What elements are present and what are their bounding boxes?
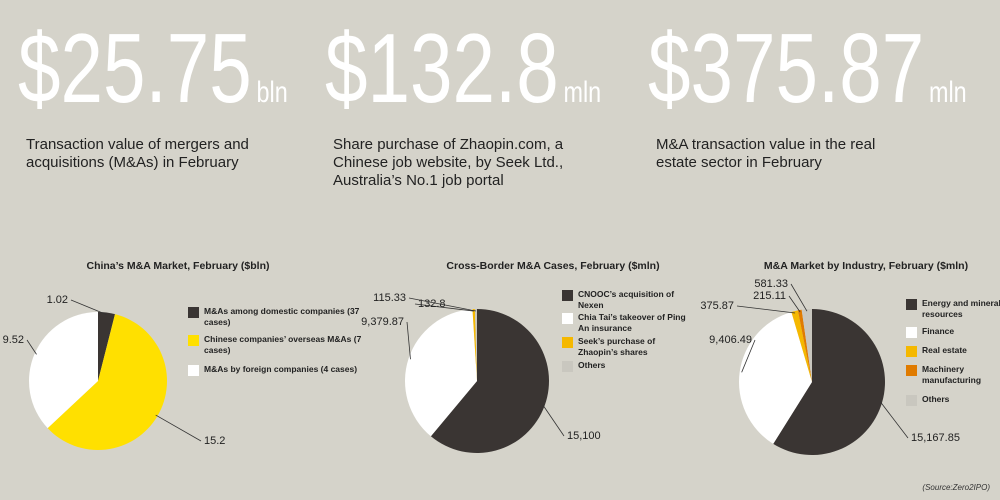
chart-title: China’s M&A Market, February ($bln) [86,260,269,272]
pie-slice [474,309,477,381]
pie-slice [28,312,99,429]
leader-line [879,401,909,439]
pie-slice [430,309,549,453]
source: (Source:Zero2IPO) [922,483,990,492]
legend-label: M&As by foreign companies (4 cases) [204,364,358,374]
legend-swatch [906,346,917,357]
stat-description: Transaction value of mergers and acquisi… [26,136,249,171]
legend-label: Finance [922,326,955,336]
legend-swatch [906,365,917,376]
legend-label: Seek’s purchase of Zhaopin’s shares [578,336,656,357]
stat-unit: mln [563,76,602,109]
value-label: 581.33 [754,278,788,290]
leader-line [26,339,37,355]
pie-slice [405,309,477,437]
legend-label: M&As among domestic companies (37 cases) [204,306,360,327]
legend-swatch [906,299,917,310]
legend-swatch [188,365,199,376]
legend-label: Chia Tai’s takeover of Ping An insurance [578,312,686,333]
value-label: 375.87 [700,300,734,312]
legend-swatch [562,313,573,324]
stat-description: Share purchase of Zhaopin.com, a Chinese… [333,136,564,189]
stat-description: M&A transaction value in the real estate… [656,136,876,171]
stat-figure: $25.75 bln [18,18,288,148]
leader-line [414,303,474,312]
value-label: 9,379.87 [361,316,404,328]
stat-unit: mln [928,76,967,109]
legend-swatch [188,335,199,346]
legend-swatch [188,307,199,318]
stat: $25.75 bln Transaction value of mergers a… [18,18,364,171]
pie-slice [791,310,812,382]
leader-line [406,321,411,360]
leader-line [741,339,756,373]
stat-figure: $132.8 mln [325,18,601,148]
legend-label: Energy and mineral resources [922,298,1000,319]
pie-slice [801,309,812,382]
value-label: 15.2 [204,435,225,447]
legend-swatch [906,327,917,338]
leader-line [790,283,808,312]
value-label: 15,100 [567,430,601,442]
legend-label: Chinese companies’ overseas M&As (7 case… [204,334,362,355]
legend-label: Real estate [922,345,967,355]
value-label: 215.11 [753,290,786,302]
pie-slice [472,309,477,381]
pie-slice [47,314,167,450]
leader-line [542,404,565,437]
value-label: 1.02 [47,294,68,306]
value-label: 9.52 [3,334,24,346]
pie-slice [797,309,812,382]
stat-value: $375.87 [648,13,925,123]
pie-slice [738,311,812,444]
legend-swatch [906,395,917,406]
leader-line [408,297,477,312]
legend-swatch [562,361,573,372]
legend-swatch [562,337,573,348]
stat: $375.87 mln M&A transaction value in the … [648,18,1000,171]
legend-label: CNOOC’s acquisition of Nexen [578,289,675,310]
legend-swatch [562,290,573,301]
leader-line [788,295,801,313]
stat-value: $132.8 [325,13,559,123]
pie-slice [98,312,116,381]
value-label: 15,167.85 [911,432,960,444]
stat-figure: $375.87 mln [648,18,967,148]
pie-slice [773,309,885,455]
value-label: 9,406.49 [709,334,752,346]
stat: $132.8 mln Share purchase of Zhaopin.com,… [325,18,679,189]
leader-line [155,414,202,442]
stat-unit: bln [256,76,288,109]
legend-label: Others [922,394,950,404]
chart-title: M&A Market by Industry, February ($mln) [764,260,968,272]
stat-value: $25.75 [18,13,252,123]
value-label: 115.33 [373,292,406,304]
chart-title: Cross-Border M&A Cases, February ($mln) [446,260,659,272]
leader-line [70,299,107,315]
legend-label: Machinery manufacturing [922,364,982,385]
legend-label: Others [578,360,606,370]
leader-line [736,305,796,314]
